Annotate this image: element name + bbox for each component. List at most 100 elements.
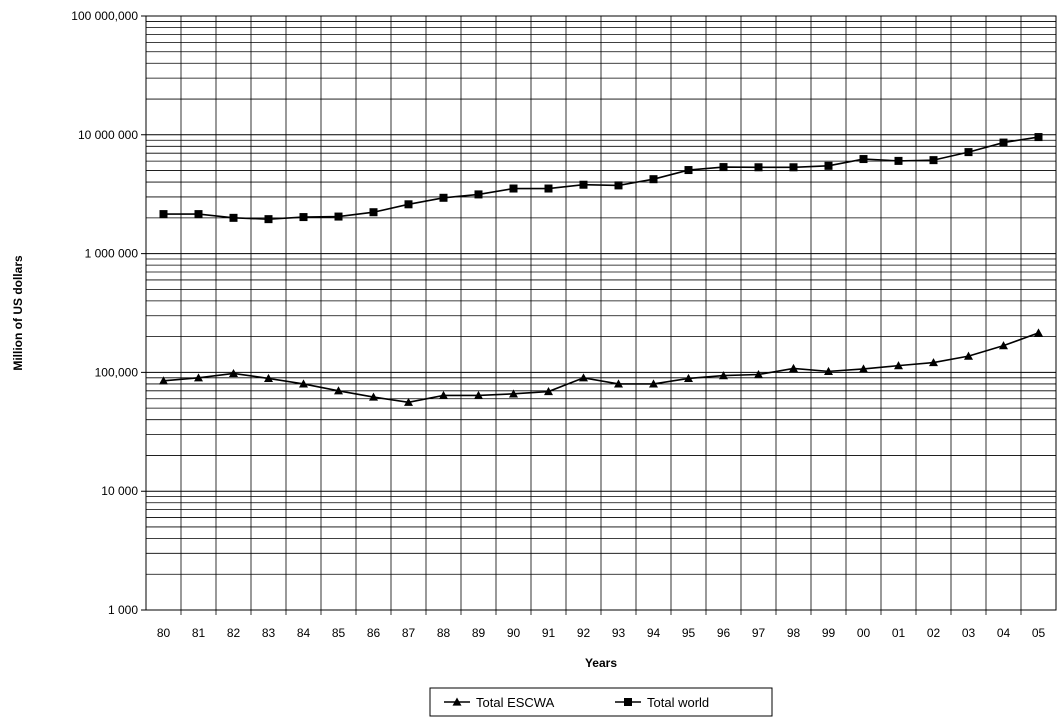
data-point-total-world [999,138,1008,147]
y-tick-label: 1 000 [108,603,138,617]
x-tick-label: 97 [752,626,766,640]
series-total-world [159,133,1043,224]
data-point-total-escwa [964,351,973,360]
data-point-total-escwa [404,397,413,406]
x-tick-label: 83 [262,626,276,640]
x-tick-label: 80 [157,626,171,640]
major-gridlines [141,15,1056,611]
y-tick-label: 10 000 [101,484,138,498]
x-tick-label: 87 [402,626,416,640]
data-point-total-world [859,155,868,164]
x-tick-label: 03 [962,626,976,640]
legend-marker [624,698,632,706]
data-point-total-escwa [229,368,238,378]
y-tick-label: 100 000,000 [71,9,138,23]
data-point-total-escwa [1034,328,1043,337]
x-tick-label: 82 [227,626,241,640]
legend-box [429,687,773,717]
data-point-total-escwa [579,373,588,382]
data-point-total-world [579,180,588,189]
x-tick-label: 02 [927,626,941,640]
series-line-total-escwa [163,332,1039,404]
legend-item-total-escwa: Total ESCWA [444,695,555,710]
series-layer [159,133,1043,406]
data-point-total-escwa [334,386,343,395]
data-point-total-world [474,190,483,199]
x-tick-label: 96 [717,626,731,640]
x-tick-label: 91 [542,626,556,640]
data-point-total-escwa [194,373,203,382]
data-point-total-world [789,163,798,172]
data-point-total-world [299,213,308,222]
data-point-total-escwa [929,358,938,367]
data-point-total-world [929,156,938,165]
x-axis-tick-labels: 80 81 82 83 84 85 86 87 88 89 90 91 92 93 94 95 96 97 98 99… [157,626,1046,640]
x-tick-label: 88 [437,626,451,640]
data-point-total-escwa [299,379,308,388]
x-tick-label: 90 [507,626,521,640]
x-tick-label: 89 [472,626,486,640]
series-line-total-world [163,136,1039,220]
data-point-total-escwa [474,390,483,400]
vertical-gridlines [180,16,1022,615]
x-tick-label: 04 [997,626,1011,640]
data-point-total-world [614,181,623,190]
data-point-total-escwa [159,376,168,385]
data-point-total-world [544,184,553,193]
data-point-total-escwa [614,379,623,388]
data-point-total-world [334,212,343,221]
y-tick-label: 100,000 [95,365,139,379]
plot-area-border [145,15,1057,611]
data-point-total-world [1034,133,1043,142]
data-point-total-world [824,161,833,170]
series-total-escwa [159,328,1043,406]
data-point-total-world [369,208,378,217]
data-point-total-escwa [859,364,868,373]
data-point-total-escwa [369,392,378,401]
y-tick-label: 10 000 000 [78,128,138,142]
x-tick-label: 84 [297,626,311,640]
data-point-total-world [229,213,238,222]
x-tick-label: 00 [857,626,871,640]
x-tick-label: 98 [787,626,801,640]
data-point-total-escwa [789,363,798,373]
data-point-total-world [404,200,413,209]
x-axis-title: Years [585,656,617,670]
legend: Total ESCWA Total world [429,687,773,717]
x-tick-label: 01 [892,626,906,640]
x-tick-label: 95 [682,626,696,640]
data-point-total-escwa [894,361,903,370]
data-point-total-world [159,210,168,219]
x-tick-label: 93 [612,626,626,640]
data-point-total-world [754,163,763,172]
x-tick-label: 94 [647,626,661,640]
data-point-total-escwa [264,373,273,383]
data-point-total-escwa [999,341,1008,350]
data-point-total-escwa [754,370,763,379]
data-point-total-world [719,163,728,172]
data-point-total-world [684,166,693,175]
data-point-total-world [649,175,658,184]
data-point-total-escwa [824,366,833,375]
y-axis-title: Million of US dollars [11,255,25,371]
legend-label: Total world [647,695,709,710]
legend-marker [452,697,462,706]
data-point-total-escwa [509,389,518,398]
data-point-total-world [509,184,518,193]
data-point-total-world [894,156,903,165]
x-tick-label: 86 [367,626,381,640]
y-tick-label: 1 000 000 [85,247,139,261]
legend-item-total-world: Total world [615,695,709,710]
x-tick-label: 99 [822,626,836,640]
data-point-total-escwa [544,387,553,396]
x-tick-label: 81 [192,626,206,640]
legend-label: Total ESCWA [476,695,555,710]
data-point-total-escwa [439,390,448,400]
data-point-total-world [964,148,973,157]
x-tick-label: 05 [1032,626,1046,640]
data-point-total-escwa [719,371,728,380]
data-point-total-escwa [649,379,658,388]
x-tick-label: 85 [332,626,346,640]
data-point-total-world [439,193,448,202]
